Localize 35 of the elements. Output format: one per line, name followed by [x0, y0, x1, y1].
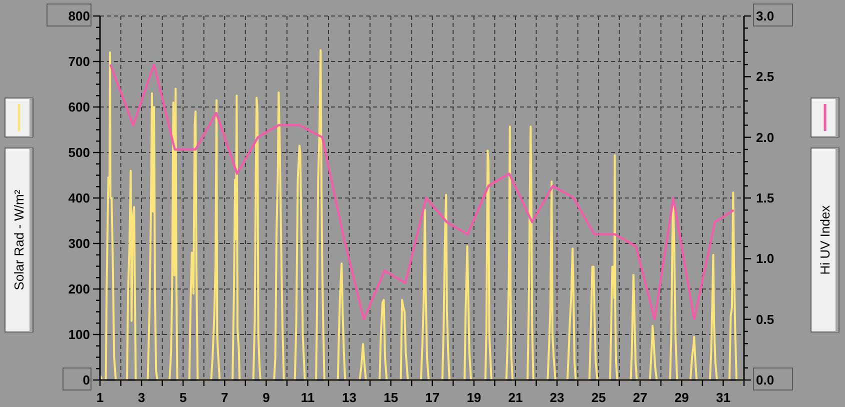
- y2-tick-label: 1.0: [756, 251, 774, 266]
- x-tick-label: 19: [466, 390, 482, 405]
- y-tick-label: 600: [68, 100, 90, 114]
- y-axis-title: Solar Rad - W/m²: [12, 189, 26, 290]
- y-tick-label: 100: [68, 327, 90, 342]
- y2-tick-label: 2.0: [756, 130, 774, 145]
- y2-tick-label: 1.5: [756, 190, 774, 206]
- y-tick-label: 800: [68, 8, 90, 24]
- y2-axis-title: Hi UV Index: [818, 204, 832, 275]
- y-tick-label: 0: [82, 372, 90, 388]
- x-tick-label: 29: [674, 390, 689, 405]
- x-tick-label: 9: [262, 390, 270, 405]
- y-tick-label: 500: [68, 145, 90, 160]
- y2-tick-label: 0.5: [756, 312, 774, 327]
- x-tick-label: 11: [300, 390, 315, 405]
- x-tick-label: 31: [716, 390, 730, 405]
- x-tick-label: 7: [221, 390, 228, 405]
- x-tick-label: 3: [138, 390, 146, 405]
- x-tick-label: 25: [591, 390, 606, 405]
- y-tick-label: 400: [68, 190, 90, 206]
- x-tick-label: 23: [550, 390, 564, 405]
- x-tick-label: 21: [508, 390, 523, 405]
- y2-tick-label: 0.0: [756, 372, 774, 388]
- y-tick-label: 200: [68, 282, 90, 296]
- x-tick-label: 27: [632, 390, 648, 405]
- y2-tick-label: 2.5: [756, 69, 774, 84]
- x-tick-label: 15: [384, 390, 398, 405]
- x-tick-label: 13: [342, 390, 357, 405]
- x-tick-label: 17: [425, 390, 440, 405]
- x-tick-label: 5: [179, 390, 187, 405]
- y2-tick-label: 3.0: [756, 8, 774, 24]
- line-series: [109, 63, 735, 320]
- x-tick-label: 1: [96, 390, 104, 405]
- y-tick-label: 700: [68, 54, 90, 69]
- y-tick-label: 300: [68, 236, 90, 251]
